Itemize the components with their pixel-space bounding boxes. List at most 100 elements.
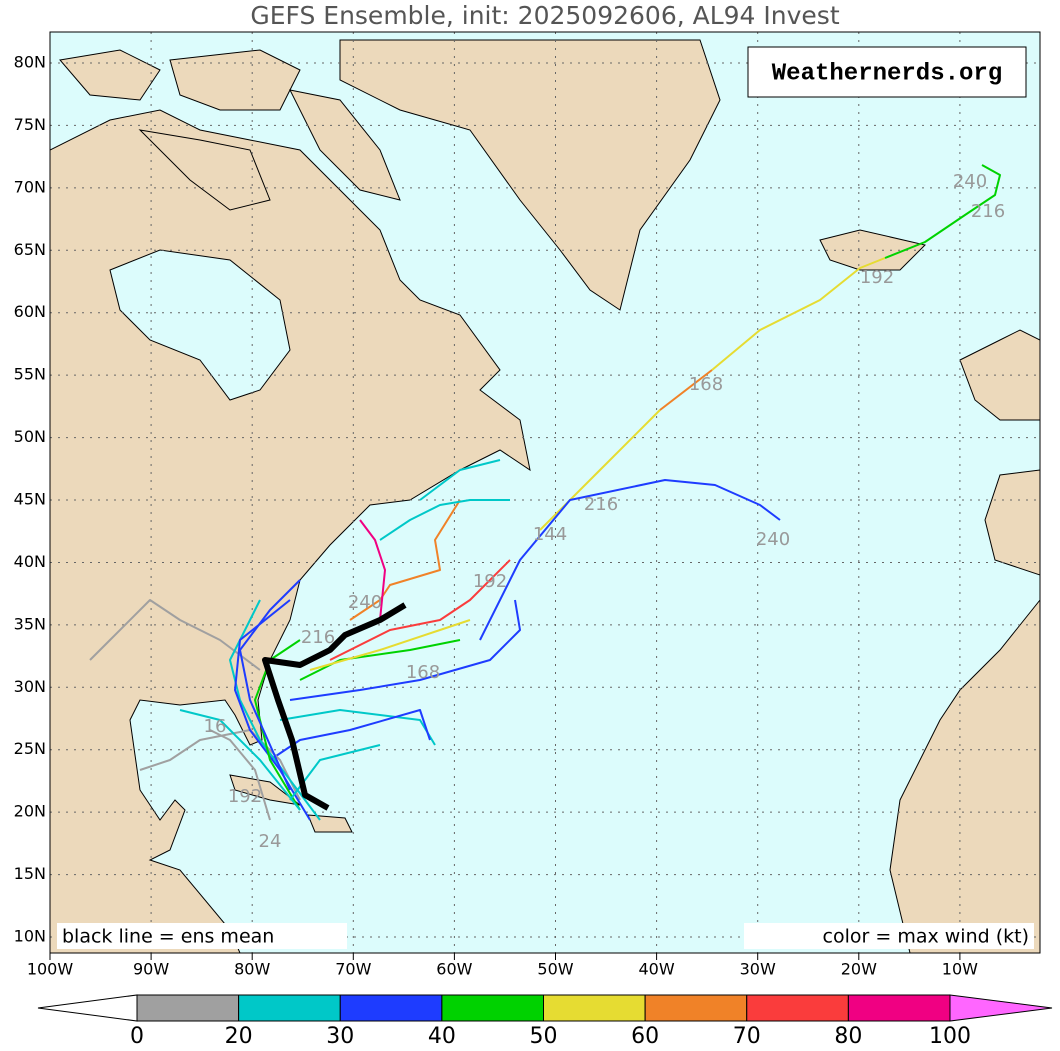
forecast-hour-label: 16 (204, 716, 227, 737)
colorbar-label: 30 (326, 1024, 354, 1049)
storm-track (179, 709, 301, 811)
forecast-hour-label: 240 (348, 592, 382, 613)
lon-label: 80W (234, 960, 270, 979)
note-left: black line = ens mean (62, 926, 274, 948)
colorbar-label: 50 (530, 1024, 558, 1049)
land-shape (109, 249, 291, 401)
storm-track (254, 639, 301, 811)
tracks (89, 164, 1001, 821)
lat-label: 50N (14, 427, 46, 446)
storm-track (379, 499, 510, 541)
storm-track (209, 729, 271, 821)
colorbar: 0 20 30 40 50 60 70 80 100 (37, 994, 1053, 1049)
forecast-hour-label: 24 (259, 831, 282, 852)
note-box (57, 923, 347, 949)
storm-track (711, 257, 886, 371)
lon-label: 50W (537, 960, 573, 979)
colorbar-segment (543, 994, 646, 1022)
colorbar-segment (339, 994, 443, 1022)
storm-track (289, 599, 521, 701)
lon-label: 20W (841, 960, 877, 979)
colorbar-segment (746, 994, 849, 1022)
forecast-hour-label: 216 (584, 494, 618, 515)
land-shape (819, 229, 926, 271)
lat-label: 10N (14, 927, 46, 946)
storm-track (479, 479, 781, 641)
colorbar-segment (644, 994, 748, 1022)
lat-label: 30N (14, 677, 46, 696)
frame (49, 31, 1041, 954)
storm-track (239, 579, 301, 791)
land-shape (59, 49, 161, 101)
land (50, 39, 1040, 953)
forecast-hour-label: 240 (953, 171, 987, 192)
watermark-box (747, 46, 1027, 98)
storm-track (884, 164, 1001, 259)
storm-track (309, 619, 471, 671)
note-right: color = max wind (kt) (823, 926, 1029, 948)
lon-label: 100W (27, 960, 74, 979)
storm-track (359, 519, 386, 621)
lat-label: 45N (14, 490, 46, 509)
colorbar-segment (136, 994, 240, 1022)
forecast-hour-label: 192 (860, 267, 894, 288)
storm-track (139, 729, 301, 801)
lon-label: 60W (436, 960, 472, 979)
colorbar-low-end (37, 994, 138, 1022)
colorbar-label: 60 (631, 1024, 659, 1049)
land-shape (229, 774, 301, 806)
lon-label: 30W (740, 960, 776, 979)
lat-label: 15N (14, 864, 46, 883)
storm-track (229, 599, 321, 821)
lat-labels: 80N 75N 70N 65N 60N 55N 50N 45N 40N 35N 30N 25N 20N 1… (14, 53, 46, 946)
lon-label: 10W (942, 960, 978, 979)
storm-track (329, 559, 511, 661)
land-shape (289, 89, 401, 201)
forecast-hour-label: 192 (473, 571, 507, 592)
forecast-hour-label: 216 (971, 201, 1005, 222)
land-shape (138, 129, 271, 211)
forecast-hour-label: 144 (533, 524, 567, 545)
land-shape (889, 599, 1040, 953)
colorbar-label: 100 (929, 1024, 971, 1049)
storm-track (659, 369, 713, 411)
colorbar-label: 70 (733, 1024, 761, 1049)
title: GEFS Ensemble, init: 2025092606, AL94 In… (250, 1, 839, 30)
forecast-hour-label: 192 (228, 786, 262, 807)
lat-label: 80N (14, 53, 46, 72)
colorbar-label: 80 (834, 1024, 862, 1049)
storm-track (269, 709, 431, 761)
storm-track (262, 602, 407, 811)
track-labels: 240 216 192 168 216 240 144 192 240 168 216 16 192 24 (204, 171, 1006, 852)
lon-label: 90W (133, 960, 169, 979)
note-box (744, 923, 1034, 949)
storm-track (89, 599, 261, 671)
storm-track (299, 639, 461, 681)
storm-track (419, 459, 501, 501)
lat-label: 55N (14, 365, 46, 384)
lat-label: 70N (14, 177, 46, 196)
watermark: Weathernerds.org (772, 60, 1002, 87)
land-shape (959, 329, 1040, 421)
lat-label: 75N (14, 115, 46, 134)
colorbar-segment (847, 994, 951, 1022)
storm-track (289, 744, 381, 801)
colorbar-label: 40 (428, 1024, 456, 1049)
land-shape (169, 49, 301, 111)
lat-label: 20N (14, 802, 46, 821)
lat-label: 35N (14, 614, 46, 633)
colorbar-segment (238, 994, 341, 1022)
forecast-hour-label: 168 (689, 374, 723, 395)
lat-label: 25N (14, 739, 46, 758)
lat-label: 65N (14, 240, 46, 259)
lat-label: 60N (14, 302, 46, 321)
colorbar-label: 20 (225, 1024, 253, 1049)
lon-label: 40W (639, 960, 675, 979)
lon-labels: 100W 90W 80W 70W 60W 50W 40W 30W 20W 10W (27, 953, 978, 979)
land-shape (339, 39, 721, 311)
storm-track (539, 409, 661, 531)
land-shape (984, 469, 1040, 576)
colorbar-segment (441, 994, 544, 1022)
storm-track (349, 499, 461, 621)
